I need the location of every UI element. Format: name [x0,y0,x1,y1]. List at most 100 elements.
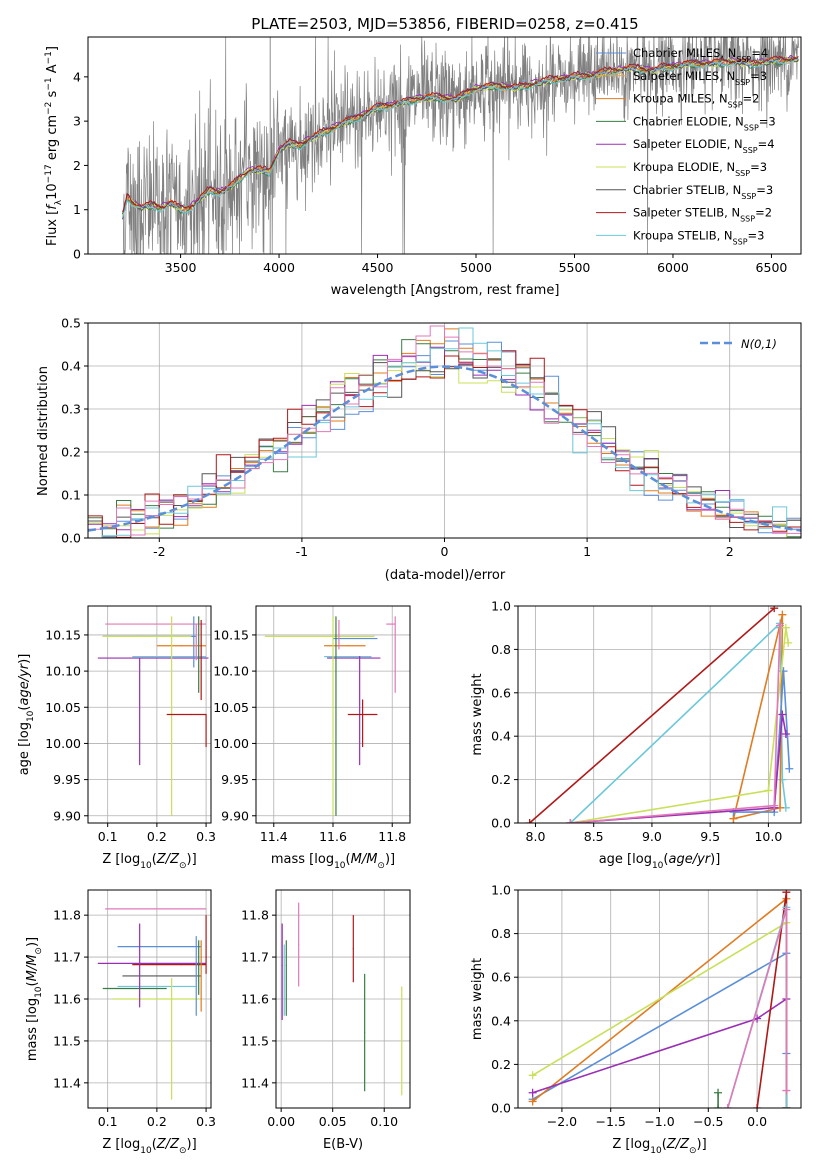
mass-weight-marker [528,1088,537,1097]
mass-weight-marker [528,1071,537,1080]
plot-area-mass-vs-Z [97,908,207,1100]
x-tick-label: 8.5 [584,829,604,844]
data-point [171,998,173,1000]
data-point [338,619,340,622]
mass-weight-marker [753,1104,762,1108]
mass-weight-marker [782,890,791,897]
y-tick-label: 0.4 [491,1013,511,1028]
data-point [362,699,364,701]
x-tick-label: 2 [726,544,734,559]
x-tick-label: 0.2 [147,1114,167,1129]
x-tick-label: −1.0 [644,1114,674,1129]
legend-entry: Chabrier MILES, NSSP=4 [633,46,768,64]
mass-weight-marker [770,606,779,613]
plot-area-spectrum [122,37,800,254]
data-point [347,645,349,647]
mass-weight-marker [782,905,791,914]
legend-entry: Salpeter MILES, NSSP=3 [633,69,767,87]
x-tick-label: 9.5 [700,829,720,844]
y-tick-label: 9.95 [53,772,81,787]
data-point [198,964,200,967]
data-point [195,623,197,625]
x-tick-label: 0.3 [196,1114,216,1129]
data-point [205,713,207,716]
data-point [352,948,354,950]
legend-entry: Chabrier ELODIE, NSSP=3 [633,114,776,131]
y-axis-label: Flux [fλ10−17 erg cm−2 s−1 A−1] [44,46,64,246]
x-tick-label: 0.3 [196,829,216,844]
mass-weight-marker [770,801,779,810]
axes-massweight-vs-Z: −2.0 −1.5 −1.0 −0.5 0.0 0.0 0.2 0.4 0.6 0.8 1.0 [491,883,802,1129]
y-axis-label: Normed distribution [36,366,51,496]
data-point [394,616,396,618]
x-tick-label: 6500 [756,260,788,275]
axes-frame [87,889,212,1109]
data-point [139,964,141,967]
y-tick-label: 11.7 [53,950,81,965]
x-tick-label: 4500 [362,260,394,275]
x-tick-label: 10.0 [754,829,782,844]
y-tick-label: 0.4 [491,729,511,744]
gauss-curve [88,365,801,532]
y-tick-label: 1 [73,202,81,217]
y-tick-label: 1.0 [491,599,511,614]
y-axis-label: mass weight [470,958,485,1040]
data-point [335,616,337,618]
data-point [200,619,202,622]
data-point [193,616,195,618]
x-tick-label: −2.0 [547,1114,577,1129]
data-point [156,985,158,988]
legend-entry: Salpeter ELODIE, NSSP=4 [633,137,775,155]
y-tick-label: 3 [73,114,81,129]
data-point [198,616,200,618]
x-tick-label: 3500 [165,260,197,275]
plots-layer: 3500 4000 4500 5000 5500 6000 6500 0 1 2 3 4 Chabrie… [17,36,802,1156]
data-point [139,657,141,659]
data-point [356,657,358,659]
data-point [161,945,163,948]
y-tick-label: 11.5 [241,1033,269,1048]
x-axis-label: wavelength [Angstrom, rest frame] [331,283,560,298]
x-axis-label: Z [log10(Z/Z⊙)] [102,1137,196,1156]
axes-frame [517,889,802,1109]
x-axis-label: (data-model)/error [385,568,506,583]
axes-frame [275,889,411,1109]
data-point [281,964,283,967]
axes-mass-vs-Z: 0.1 0.2 0.3 11.4 11.5 11.6 11.7 11.8 [53,889,216,1129]
x-tick-label: 5500 [559,260,591,275]
data-point [332,616,334,618]
x-tick-label: 4000 [263,260,295,275]
data-point [200,956,202,958]
axes-frame [255,605,411,824]
histogram-step [88,325,801,536]
data-point [153,908,156,910]
mass-weight-line [570,714,787,823]
y-tick-label: 0.2 [491,772,511,787]
mass-weight-marker [566,819,575,823]
legend-entry: Kroupa MILES, NSSP=2 [633,92,759,110]
x-tick-label: 8.0 [526,829,546,844]
data-point [171,616,173,618]
x-axis-label: Z [log10(Z/Z⊙)] [612,1137,706,1156]
y-tick-label: 11.5 [53,1033,81,1048]
x-axis-label: age [log10(age/yr)] [599,852,721,871]
legend-entry: Kroupa STELIB, NSSP=3 [633,228,764,246]
data-point [190,713,192,716]
mass-weight-marker [776,621,785,630]
mass-weight-marker [764,786,773,795]
data-point [298,943,300,946]
y-tick-label: 11.6 [53,992,81,1007]
mass-weight-line [529,607,775,823]
plot-area-age-vs-mass [264,616,396,816]
axes-residuals: -2 -1 0 1 2 0.0 0.1 0.2 0.3 0.4 0.5 N(0,1) [61,316,802,559]
legend-entry: N(0,1) [741,337,777,351]
y-tick-label: 1.0 [491,883,511,898]
mass-weight-marker [782,1104,791,1108]
y-tick-label: 0.0 [491,1101,511,1116]
mass-weight-marker [785,764,794,773]
plot-area-massweight-vs-Z [528,890,791,1108]
data-point [353,656,355,658]
data-point [205,956,207,958]
y-tick-label: 9.90 [221,808,249,823]
mass-weight-marker [781,730,790,739]
